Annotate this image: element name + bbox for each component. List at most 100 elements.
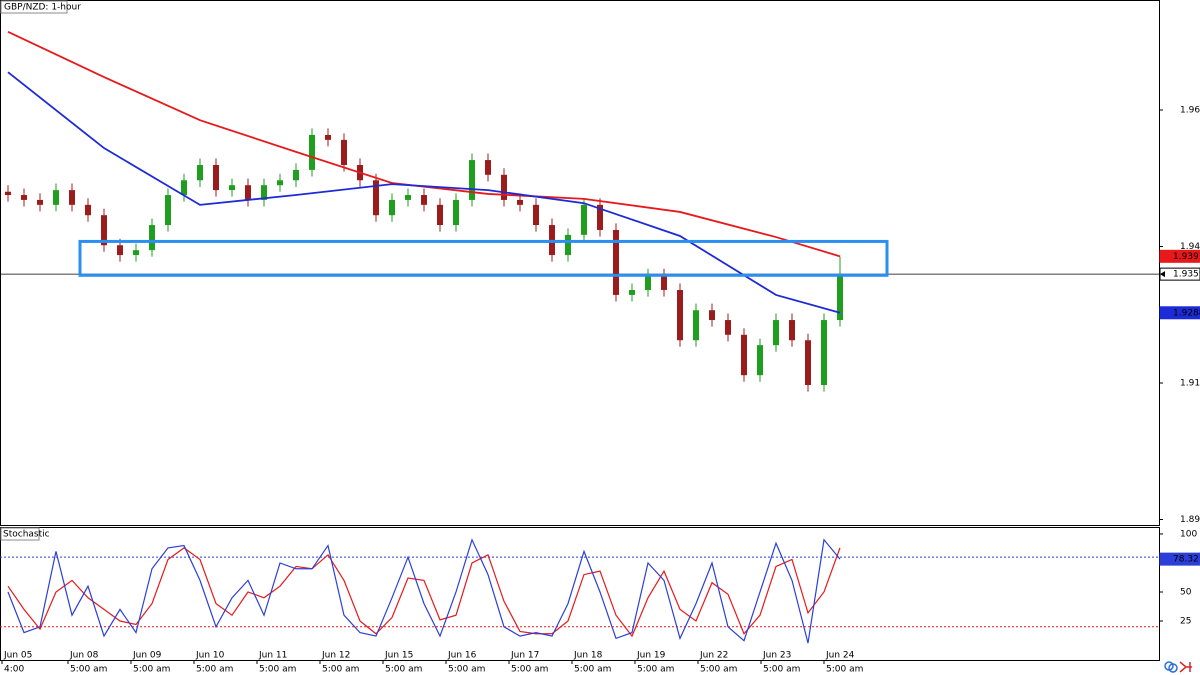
- x-date-label: Jun 19: [636, 651, 666, 661]
- stoch-line: [7, 547, 841, 638]
- candle-body: [293, 169, 299, 181]
- candle-body: [197, 164, 203, 181]
- x-date-label: Jun 09: [132, 651, 162, 661]
- value-label-box: [1159, 552, 1200, 566]
- candle-body: [5, 191, 11, 196]
- candle-body: [165, 195, 171, 226]
- candle-body: [565, 234, 571, 256]
- x-time-label: 5:00 am: [322, 665, 359, 675]
- candle-body: [261, 185, 267, 200]
- candle-body: [725, 320, 731, 335]
- x-date-label: Jun 10: [195, 651, 225, 661]
- candle-body: [117, 245, 123, 256]
- x-time-label: 5:00 am: [70, 665, 107, 675]
- x-time-label: 5:00 am: [133, 665, 170, 675]
- x-date-label: Jun 15: [384, 651, 413, 661]
- y-tick-label: 1.96597: [1180, 106, 1200, 116]
- candle-body: [517, 199, 523, 205]
- x-time-label: 5:00 am: [259, 665, 296, 675]
- candle-body: [53, 190, 59, 205]
- candle-body: [789, 320, 795, 341]
- value-label: 1.93917: [1173, 252, 1200, 262]
- candle-body: [373, 180, 379, 216]
- y-tick-label: 50: [1180, 587, 1192, 597]
- candle-body: [485, 160, 491, 175]
- price-marker: [1160, 271, 1165, 278]
- candle-body: [325, 134, 331, 140]
- x-date-label: Jun 11: [258, 651, 287, 661]
- layer: 1.96597 1.94097 1.91597 1.89097 1.93917 1.928…: [0, 30, 1200, 675]
- candle-body: [453, 199, 459, 226]
- x-time-label: 5:00 am: [574, 665, 611, 675]
- candle-body: [645, 275, 651, 291]
- x-date-label: Jun 18: [573, 651, 603, 661]
- candle-body: [821, 320, 827, 386]
- candle-body: [341, 139, 347, 165]
- candle-body: [389, 199, 395, 216]
- candle-body: [277, 180, 283, 186]
- candle-body: [149, 225, 155, 251]
- y-tick-label: 1.94097: [1180, 242, 1200, 252]
- candle-body: [85, 204, 91, 216]
- x-time-label: 5:00 am: [196, 665, 233, 675]
- y-tick-label: 25: [1180, 617, 1191, 627]
- candle-body: [133, 250, 139, 256]
- y-tick-label: 1.91597: [1180, 378, 1200, 388]
- x-time-label: 5:00 am: [511, 665, 548, 675]
- candle-body: [613, 229, 619, 295]
- candle-body: [597, 204, 603, 230]
- candle-body: [405, 195, 411, 200]
- x-time-label: 5:00 am: [637, 665, 674, 675]
- candle-body: [469, 160, 475, 200]
- icon[interactable]: [1168, 663, 1178, 673]
- x-date-label: Jun 16: [447, 651, 477, 661]
- candle-body: [581, 204, 587, 235]
- candle-body: [213, 164, 219, 191]
- candle-body: [101, 215, 107, 246]
- zone: [78, 239, 889, 277]
- corner-icons[interactable]: [1164, 661, 1192, 673]
- candle-body: [661, 275, 667, 291]
- candle-body: [757, 345, 763, 376]
- x-time-label: 5:00 am: [448, 665, 485, 675]
- icon[interactable]: [1179, 661, 1192, 673]
- candle-body: [421, 195, 427, 205]
- candle-body: [773, 320, 779, 346]
- candle-body: [229, 185, 235, 191]
- x-date-label: Jun 08: [69, 651, 99, 661]
- moving-average: [7, 71, 841, 314]
- candle-body: [501, 174, 507, 200]
- stoch-line: [7, 538, 841, 644]
- candle-body: [309, 134, 315, 170]
- price-pane: [0, 0, 1160, 526]
- candle-body: [533, 204, 539, 226]
- value-label-box: [1159, 306, 1200, 320]
- x-date-label: Jun 22: [699, 651, 728, 661]
- moving-average: [7, 30, 841, 258]
- candle-body: [245, 185, 251, 200]
- title-box: [0, 0, 68, 14]
- candle-body: [181, 180, 187, 196]
- candle-body: [37, 199, 43, 205]
- x-time-label: 5:00 am: [700, 665, 737, 675]
- chart-title: GBP/NZD: 1-hour: [4, 3, 81, 13]
- title-box: [0, 527, 40, 541]
- x-date-label: Jun 05: [3, 651, 32, 661]
- value-label: 78.32: [1173, 555, 1199, 565]
- value-label: 1.93591: [1173, 270, 1200, 280]
- candle-body: [677, 290, 683, 341]
- candle-body: [741, 334, 747, 376]
- candle-body: [629, 290, 635, 295]
- candle-body: [805, 340, 811, 386]
- x-time-label: 5:00 am: [763, 665, 800, 675]
- x-time-label: 4:00: [4, 665, 24, 675]
- candle-body: [437, 204, 443, 226]
- stoch-pane: [0, 527, 1160, 661]
- x-date-label: Jun 24: [825, 651, 855, 661]
- y-tick-label: 100: [1180, 529, 1197, 539]
- value-label-box: [1159, 249, 1200, 263]
- candle-body: [21, 195, 27, 200]
